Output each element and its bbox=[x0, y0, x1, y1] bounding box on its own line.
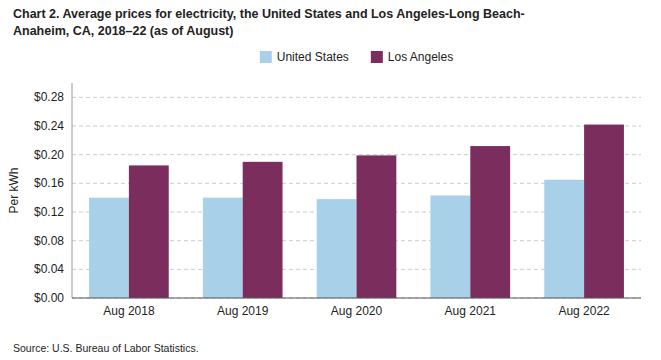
grid-line bbox=[72, 298, 641, 299]
bar bbox=[129, 165, 169, 298]
grid-line bbox=[72, 126, 641, 127]
y-tick-label: $0.28 bbox=[34, 90, 64, 104]
y-tick-label: $0.20 bbox=[34, 148, 64, 162]
grid-line bbox=[72, 97, 641, 98]
x-axis: Aug 2018 Aug 2019 Aug 2020 Aug 2021 Aug 2022 bbox=[103, 304, 610, 318]
grid bbox=[72, 97, 641, 298]
legend-swatch bbox=[371, 51, 383, 63]
legend: United States Los Angeles bbox=[260, 50, 453, 64]
x-tick-label: Aug 2022 bbox=[558, 304, 610, 318]
bar bbox=[470, 146, 510, 298]
y-tick-label: $0.16 bbox=[34, 176, 64, 190]
title-line: Chart 2. Average prices for electricity,… bbox=[13, 7, 525, 21]
bar bbox=[317, 199, 357, 298]
chart: Chart 2. Average prices for electricity,… bbox=[0, 0, 661, 360]
x-tick-label: Aug 2019 bbox=[217, 304, 269, 318]
title: Chart 2. Average prices for electricity,… bbox=[13, 7, 525, 38]
legend-item: United States bbox=[260, 50, 349, 64]
bar bbox=[430, 196, 470, 298]
bar bbox=[203, 198, 243, 298]
legend-label: Los Angeles bbox=[388, 50, 453, 64]
x-tick-label: Aug 2018 bbox=[103, 304, 155, 318]
title-line: Anaheim, CA, 2018–22 (as of August) bbox=[13, 24, 233, 38]
legend-item: Los Angeles bbox=[371, 50, 453, 64]
bar bbox=[544, 180, 584, 298]
bar bbox=[584, 125, 624, 298]
bar bbox=[89, 198, 129, 298]
legend-swatch bbox=[260, 51, 272, 63]
bar bbox=[243, 162, 283, 298]
bar bbox=[357, 155, 397, 298]
y-axis: $0.00 $0.04 $0.08 $0.12 $0.16 $0.20 $0.24 $0.28 bbox=[34, 90, 64, 305]
x-tick-label: Aug 2020 bbox=[331, 304, 383, 318]
y-tick-label: $0.12 bbox=[34, 205, 64, 219]
bars bbox=[89, 125, 624, 298]
x-tick-label: Aug 2021 bbox=[445, 304, 497, 318]
grid-line bbox=[72, 154, 641, 155]
source-note: Source: U.S. Bureau of Labor Statistics. bbox=[13, 342, 199, 354]
x-axis-line bbox=[72, 298, 641, 299]
y-tick-label: $0.04 bbox=[34, 262, 64, 276]
y-tick-label: $0.24 bbox=[34, 119, 64, 133]
y-tick-label: $0.08 bbox=[34, 234, 64, 248]
y-axis-line bbox=[72, 83, 73, 298]
legend-label: United States bbox=[277, 50, 349, 64]
y-axis-label: Per kWh bbox=[7, 167, 21, 213]
y-tick-label: $0.00 bbox=[34, 291, 64, 305]
